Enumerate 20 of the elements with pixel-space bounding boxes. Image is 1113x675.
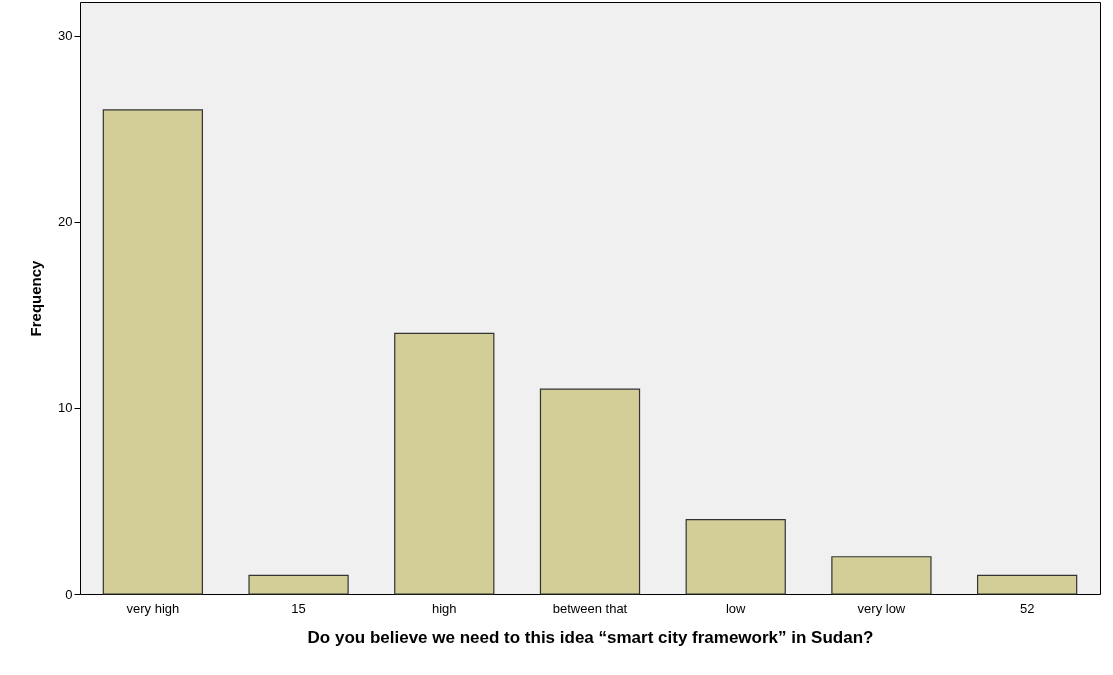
bar [977, 574, 1078, 595]
x-tick-label: 15 [291, 600, 306, 616]
x-tick-label: high [432, 600, 457, 616]
bar [394, 332, 495, 595]
y-tick-label: 20 [58, 214, 73, 230]
bar [539, 388, 641, 595]
y-axis-title: Frequency [27, 259, 45, 337]
x-tick-label: very low [857, 600, 906, 616]
y-tick-label: 10 [58, 400, 73, 416]
x-tick-label: low [725, 600, 747, 616]
y-tick-label: 0 [65, 586, 73, 602]
bar [248, 574, 349, 595]
bar [102, 109, 203, 595]
x-axis-title: Do you believe we need to this idea “smart city framework” in Sudan? [307, 627, 874, 647]
bar [831, 556, 932, 595]
x-tick-label: very high [126, 600, 180, 616]
bar [685, 518, 786, 595]
x-tick-label: 52 [1019, 600, 1035, 616]
x-tick-label: between that [552, 600, 628, 616]
y-tick-label: 30 [58, 28, 73, 44]
